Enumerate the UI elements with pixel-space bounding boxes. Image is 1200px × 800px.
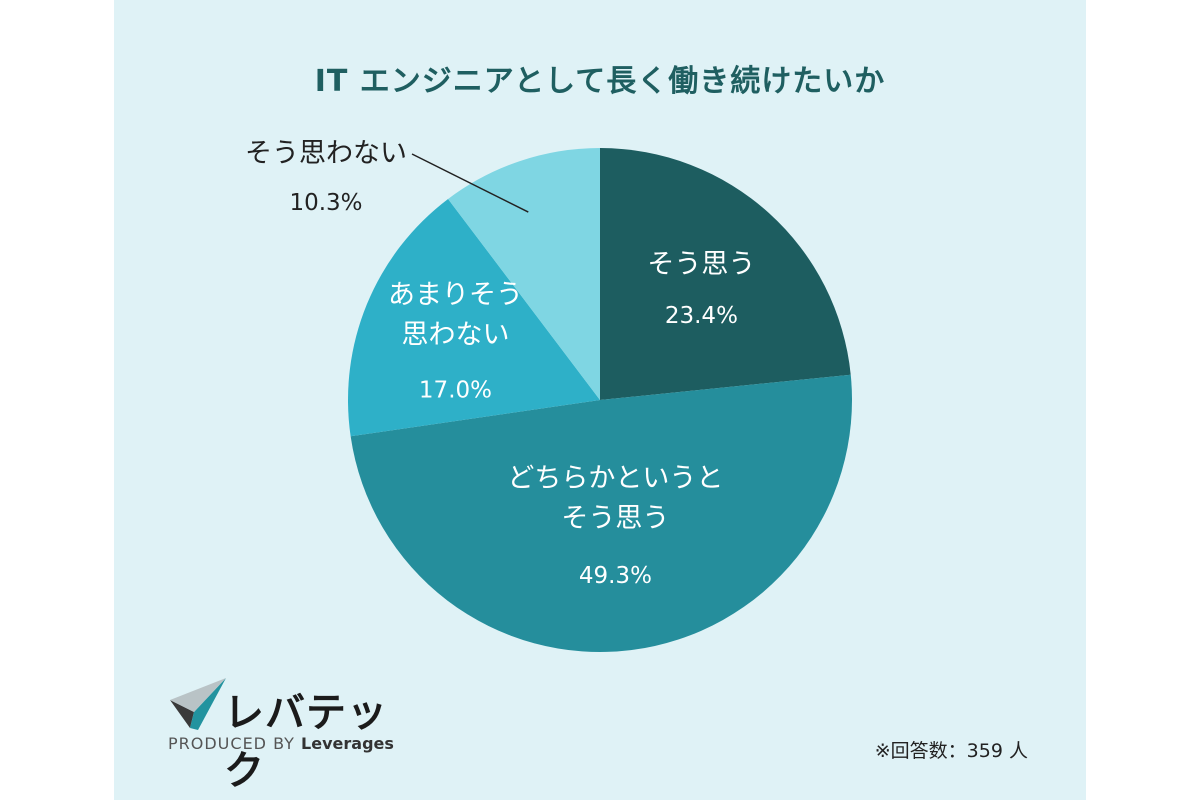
slice-value-label: 10.3%	[289, 190, 362, 216]
slice-label: そう思わない	[245, 138, 407, 169]
slice-value-label: 49.3%	[579, 563, 652, 589]
slice-value-label: 17.0%	[419, 378, 492, 404]
pie-chart: そう思う23.4%どちらかというとそう思う49.3%あまりそう思わない17.0%…	[245, 138, 853, 653]
slice-label: 思わない	[401, 320, 509, 351]
brand-produced-by: PRODUCED BY Leverages	[168, 734, 394, 753]
slice-label: あまりそう	[388, 280, 523, 311]
leader-line	[411, 153, 529, 213]
logo-mark-icon	[170, 678, 226, 730]
chart-panel: IT エンジニアとして長く働き続けたいか そう思う 23.4% どちらかというと そう…	[114, 0, 1086, 800]
pie-slice	[600, 148, 851, 400]
brand-logo: レバテック PRODUCED BY Leverages	[168, 676, 428, 794]
slice-label: そう思う	[561, 503, 669, 534]
pie-slice	[350, 374, 853, 653]
brand-name: レバテック	[224, 690, 388, 794]
slice-label: そう思う	[647, 249, 755, 280]
chart-title: IT エンジニアとして長く働き続けたいか	[314, 64, 886, 99]
slice-value-label: 23.4%	[665, 303, 738, 329]
company-name: Leverages	[301, 734, 394, 753]
produced-by-text: PRODUCED BY	[168, 734, 295, 753]
pie-slice	[348, 198, 600, 437]
slice-label: どちらかというと	[507, 463, 723, 494]
response-count-note: ※回答数：359 人	[874, 740, 1028, 762]
pie-slice	[448, 148, 600, 400]
